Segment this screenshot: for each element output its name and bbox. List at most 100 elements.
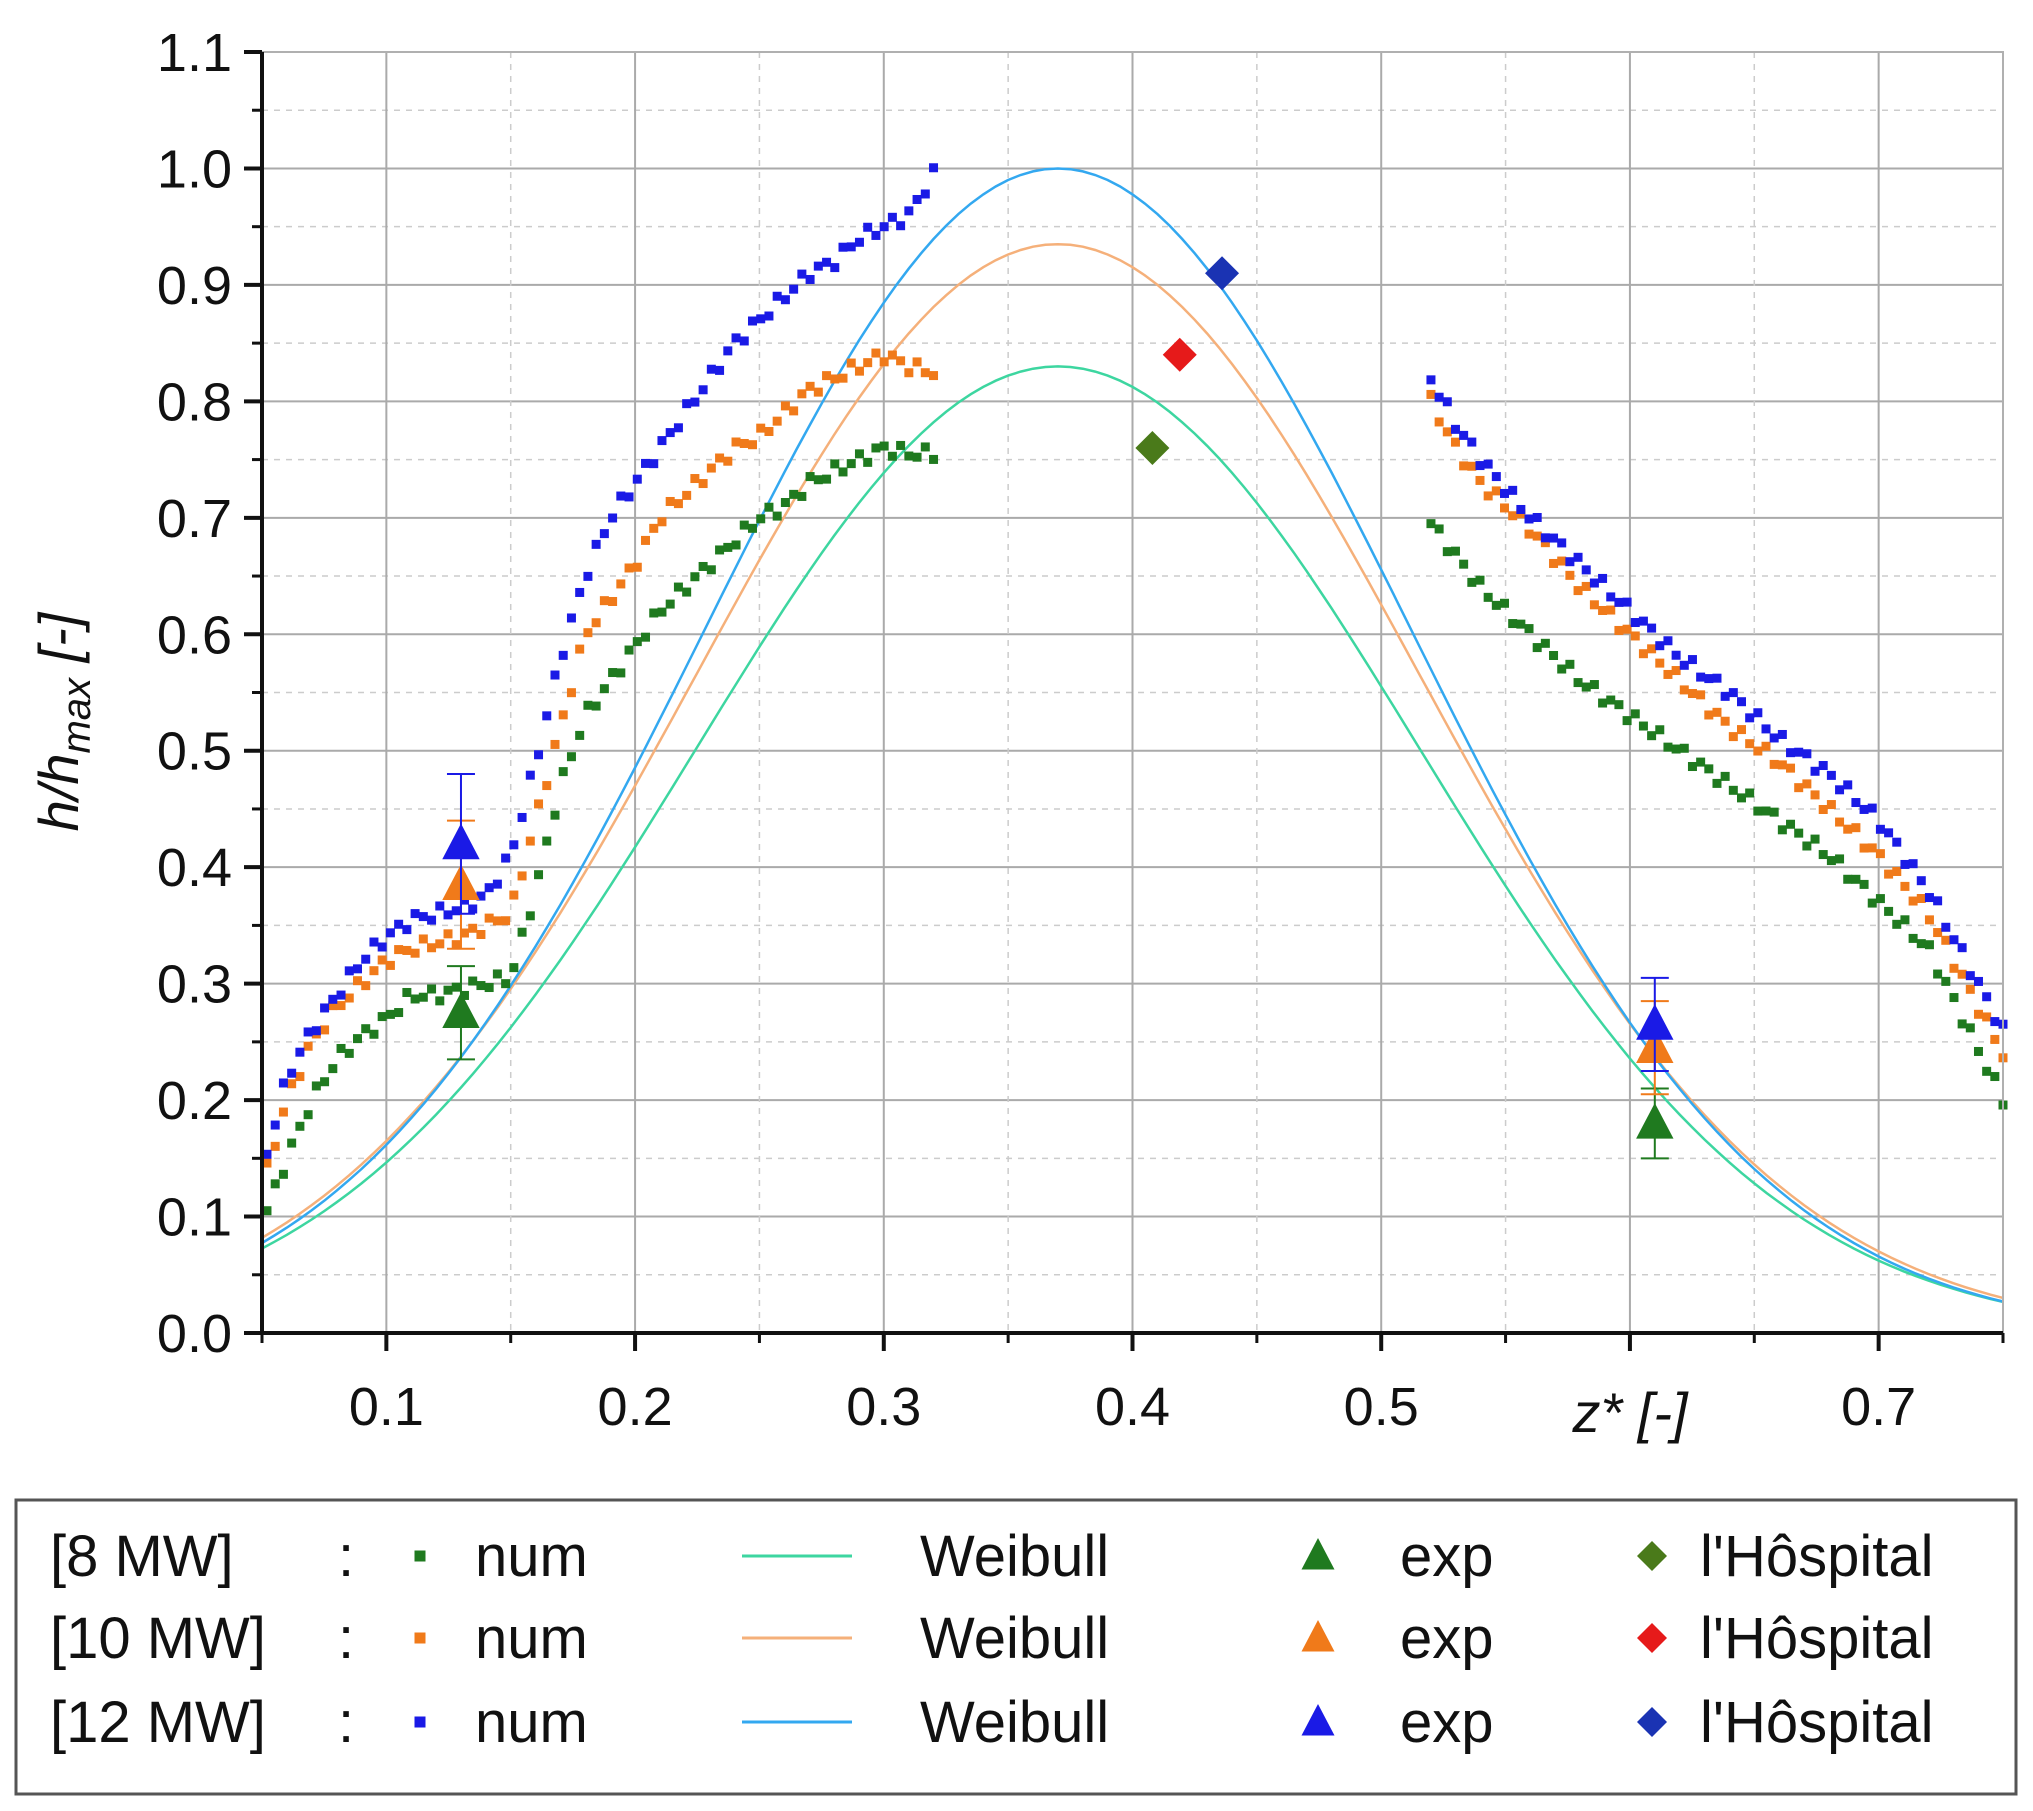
legend-hospital-label: l'Hôspital bbox=[1700, 1524, 1934, 1589]
num-point bbox=[1508, 511, 1518, 521]
num-point bbox=[706, 463, 716, 473]
num-point bbox=[1924, 940, 1934, 950]
num-point bbox=[780, 498, 790, 508]
y-tick-label: 0.6 bbox=[157, 605, 232, 665]
num-point bbox=[525, 770, 535, 780]
num-point bbox=[1696, 690, 1706, 700]
num-point bbox=[1728, 785, 1738, 795]
num-point bbox=[1630, 631, 1640, 641]
num-point bbox=[1638, 649, 1648, 659]
num-point bbox=[1467, 437, 1477, 447]
num-point bbox=[1835, 817, 1845, 827]
num-point bbox=[1532, 512, 1542, 522]
num-point bbox=[1957, 1019, 1967, 1029]
num-point bbox=[435, 901, 445, 911]
legend-num-marker bbox=[414, 1632, 426, 1644]
num-point bbox=[410, 909, 420, 919]
num-point bbox=[1965, 984, 1975, 994]
num-point bbox=[863, 222, 873, 232]
num-point bbox=[492, 969, 502, 979]
num-point bbox=[361, 954, 371, 964]
num-point bbox=[846, 459, 856, 469]
num-point bbox=[336, 990, 346, 1000]
num-point bbox=[361, 1024, 371, 1034]
num-point bbox=[1696, 672, 1706, 682]
num-point bbox=[1965, 971, 1975, 981]
num-point bbox=[394, 945, 404, 955]
axes: 0.0 0.1 0.2 0.3 0.4 0.5 0.6 0.7 0.8 0.9 1.0 1.1 0.1 0… bbox=[157, 23, 2005, 1437]
num-point bbox=[929, 454, 939, 464]
num-point bbox=[608, 596, 618, 606]
num-point bbox=[484, 883, 494, 893]
num-point bbox=[402, 987, 412, 997]
num-point bbox=[1786, 819, 1796, 829]
num-point bbox=[1573, 552, 1583, 562]
num-point bbox=[385, 960, 395, 970]
num-point bbox=[1973, 1046, 1983, 1056]
y-tick-label: 0.7 bbox=[157, 489, 232, 549]
num-point bbox=[879, 222, 889, 232]
num-point bbox=[1957, 969, 1967, 979]
num-point bbox=[1614, 597, 1624, 607]
num-point bbox=[566, 688, 576, 698]
num-point bbox=[320, 1077, 330, 1087]
num-point bbox=[558, 650, 568, 660]
num-point bbox=[657, 436, 667, 446]
num-point bbox=[929, 163, 939, 173]
hospital-point bbox=[1162, 337, 1197, 372]
num-point bbox=[1622, 597, 1632, 607]
num-point bbox=[682, 490, 692, 500]
hospital-series-group bbox=[1162, 337, 1197, 372]
num-point bbox=[1500, 488, 1510, 498]
num-point bbox=[599, 596, 609, 606]
hospital-point bbox=[1205, 256, 1240, 291]
num-point bbox=[1720, 691, 1730, 701]
num-point bbox=[846, 242, 856, 252]
num-point bbox=[739, 438, 749, 448]
num-point bbox=[896, 221, 906, 231]
num-point bbox=[863, 457, 873, 467]
num-point bbox=[1786, 748, 1796, 758]
exp-series-group bbox=[442, 773, 1674, 1072]
num-point bbox=[1867, 803, 1877, 813]
num-point bbox=[1990, 1034, 2000, 1044]
legend-hospital-marker bbox=[1637, 1623, 1667, 1653]
num-point bbox=[1818, 805, 1828, 815]
num-point bbox=[1851, 823, 1861, 833]
num-point bbox=[517, 812, 527, 822]
num-point bbox=[1990, 1072, 2000, 1082]
exp-point bbox=[1636, 1003, 1674, 1040]
num-point bbox=[1810, 766, 1820, 776]
num-point bbox=[879, 441, 889, 451]
num-point bbox=[1769, 807, 1779, 817]
num-point bbox=[1941, 935, 1951, 945]
num-point bbox=[1606, 695, 1616, 705]
num-point bbox=[509, 840, 519, 850]
num-point bbox=[1508, 485, 1518, 495]
num-point bbox=[1622, 624, 1632, 634]
num-point bbox=[599, 529, 609, 539]
num-point bbox=[517, 927, 527, 937]
num-point bbox=[723, 346, 733, 356]
num-point bbox=[418, 912, 428, 922]
num-point bbox=[435, 996, 445, 1006]
hospital-series-group bbox=[1205, 256, 1240, 291]
num-point bbox=[715, 453, 725, 463]
num-point bbox=[665, 428, 675, 438]
num-point bbox=[624, 492, 634, 502]
num-point bbox=[1573, 586, 1583, 596]
num-point bbox=[912, 194, 922, 204]
num-point bbox=[402, 945, 412, 955]
num-point bbox=[830, 263, 840, 273]
num-point bbox=[303, 1110, 313, 1120]
num-point bbox=[1524, 529, 1534, 539]
num-point bbox=[361, 981, 371, 991]
x-tick-label: 0.5 bbox=[1344, 1377, 1419, 1437]
num-point bbox=[1540, 533, 1550, 543]
num-point bbox=[731, 540, 741, 550]
num-point bbox=[1426, 519, 1436, 529]
num-point bbox=[706, 364, 716, 374]
num-point bbox=[1663, 636, 1673, 646]
x-tick-label: 0.1 bbox=[349, 1377, 424, 1437]
num-point bbox=[1712, 673, 1722, 683]
